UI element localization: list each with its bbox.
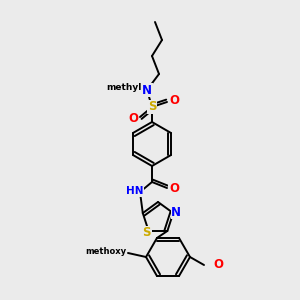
Text: O: O (169, 182, 179, 194)
Text: methoxy: methoxy (85, 248, 127, 256)
Text: O: O (111, 245, 121, 259)
Text: methyl: methyl (106, 82, 142, 91)
Text: O: O (169, 94, 179, 107)
Text: O: O (213, 259, 223, 272)
Text: S: S (142, 226, 151, 239)
Text: N: N (171, 206, 181, 219)
Text: HN: HN (126, 186, 144, 196)
Text: S: S (148, 100, 156, 113)
Text: O: O (128, 112, 138, 124)
Text: N: N (142, 83, 152, 97)
